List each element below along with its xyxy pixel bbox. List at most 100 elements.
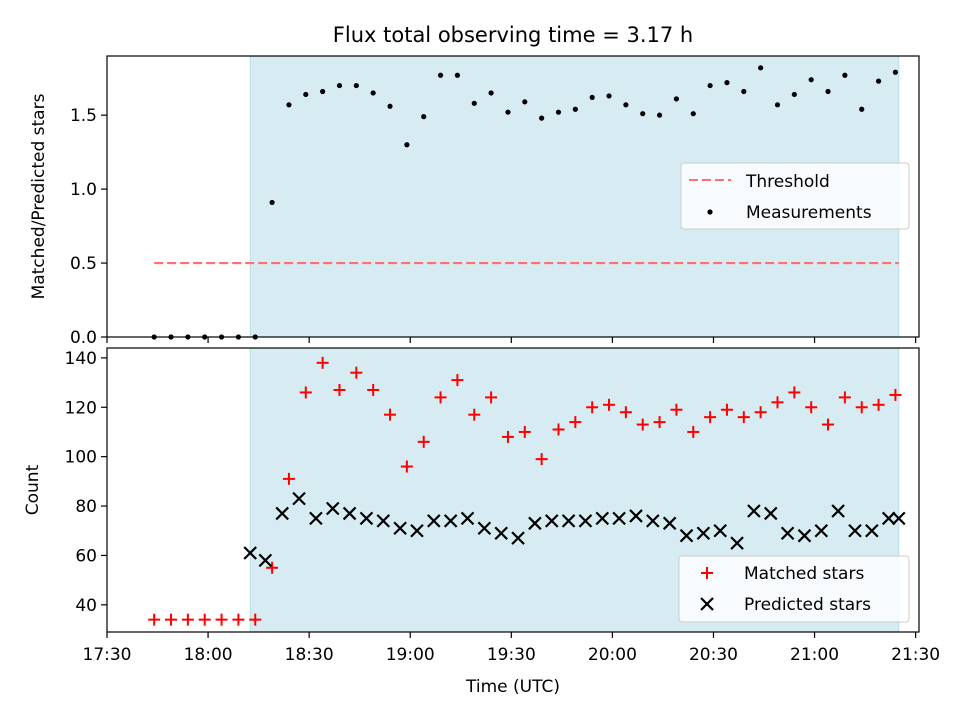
predicted-star-point: [679, 528, 694, 543]
matched-star-point: [417, 435, 430, 448]
measurement-point: [437, 72, 444, 78]
legend-plus-marker: [701, 567, 713, 579]
predicted-star-point: [797, 528, 812, 543]
cross-b: [544, 514, 559, 528]
predicted-star-markers: [243, 491, 906, 568]
predicted-star-point: [612, 511, 626, 526]
predicted-star-point: [427, 514, 441, 528]
measurement-point: [623, 102, 629, 108]
matched-star-point: [603, 398, 616, 411]
cross-b: [494, 526, 508, 540]
cross-b: [865, 523, 879, 538]
predicted-star-point: [292, 491, 306, 506]
predicted-star-point: [848, 523, 862, 538]
measurement-point: [825, 88, 831, 95]
predicted-star-point: [494, 526, 508, 540]
predicted-star-point: [243, 546, 257, 560]
measurement-point: [353, 82, 359, 89]
y-tick-label: 0.5: [70, 254, 97, 274]
legend-cross-marker: [700, 597, 714, 611]
matched-star-markers: [148, 356, 902, 626]
matched-star-point: [501, 430, 514, 443]
measurement-point: [640, 111, 646, 117]
predicted-star-point: [258, 553, 273, 568]
matched-star-point: [282, 472, 295, 485]
cross-b: [578, 514, 593, 528]
matched-star-point: [232, 613, 245, 626]
cross-b: [797, 528, 812, 543]
cross-b: [427, 514, 441, 528]
matched-star-point: [535, 453, 548, 466]
matched-star-point: [333, 383, 346, 396]
predicted-star-point: [763, 506, 778, 521]
matched-star-point: [198, 613, 211, 626]
y-tick-label: 1.0: [70, 180, 97, 200]
matched-star-point: [653, 416, 666, 429]
predicted-star-point: [713, 523, 727, 538]
cross-b: [292, 491, 306, 506]
predicted-star-point: [528, 516, 542, 531]
matched-star-point: [737, 411, 750, 424]
y-tick-label: 60: [75, 546, 97, 566]
predicted-star-point: [376, 514, 391, 528]
matched-star-point: [855, 401, 868, 414]
measurement-point: [656, 112, 663, 118]
measurement-point: [404, 142, 410, 148]
measurement-point: [370, 90, 376, 96]
measurement-point: [791, 91, 797, 98]
matched-star-point: [586, 401, 599, 414]
cross-b: [814, 523, 829, 538]
cross-b: [763, 506, 778, 521]
predicted-star-point: [662, 516, 677, 531]
predicted-star-point: [747, 504, 761, 518]
x-tick-label: 21:00: [790, 645, 839, 665]
cross-b: [342, 506, 357, 521]
measurement-point: [286, 102, 292, 108]
measurement-point: [774, 102, 781, 108]
matched-star-point: [619, 406, 632, 419]
matched-star-point: [367, 383, 380, 396]
predicted-star-point: [780, 526, 795, 540]
cross-b: [713, 523, 727, 538]
count-panel: 40 60 80 100 120 140 17:30 18:00 18:30 19:00 19:3…: [23, 347, 940, 697]
predicted-star-point: [275, 506, 289, 521]
cross-b: [393, 521, 407, 536]
legend-matched-label: Matched stars: [744, 564, 864, 584]
measurement-point: [892, 69, 899, 75]
predicted-star-point: [393, 521, 407, 536]
predicted-star-point: [477, 521, 492, 536]
matched-star-point: [299, 386, 312, 399]
cross-b: [831, 504, 845, 518]
x-tick-label: 20:30: [689, 645, 738, 665]
measurement-point: [673, 96, 680, 102]
measurement-point: [724, 80, 730, 86]
matched-star-point: [165, 613, 178, 626]
ratio-x-ticks: [106, 337, 917, 343]
x-tick-label: 18:00: [184, 645, 233, 665]
cross-b: [780, 526, 795, 540]
matched-star-point: [687, 425, 700, 438]
cross-b: [243, 546, 257, 560]
predicted-star-point: [309, 511, 323, 526]
ratio-panel: 0.0 0.5 1.0 1.5 Matched/Predicted stars Thr…: [29, 55, 920, 348]
cross-b: [646, 514, 660, 528]
measurement-point: [336, 82, 343, 89]
cross-b: [612, 511, 626, 526]
matched-star-point: [569, 416, 582, 429]
cross-b: [629, 509, 643, 523]
cross-b: [443, 514, 458, 528]
ratio-legend-box: [680, 162, 910, 230]
matched-star-point: [636, 418, 649, 431]
matched-star-point: [670, 403, 683, 416]
predicted-star-point: [629, 509, 643, 523]
ratio-y-axis-label: Matched/Predicted stars: [29, 93, 49, 299]
matched-star-point: [704, 411, 717, 424]
measurement-point: [842, 72, 848, 78]
cross-b: [662, 516, 677, 531]
y-tick-label: 0.0: [70, 328, 97, 348]
legend-matched-swatch: [701, 567, 713, 579]
measurement-point: [875, 78, 882, 84]
cross-b: [275, 506, 289, 521]
matched-star-point: [872, 398, 885, 411]
measurement-point: [539, 115, 545, 121]
